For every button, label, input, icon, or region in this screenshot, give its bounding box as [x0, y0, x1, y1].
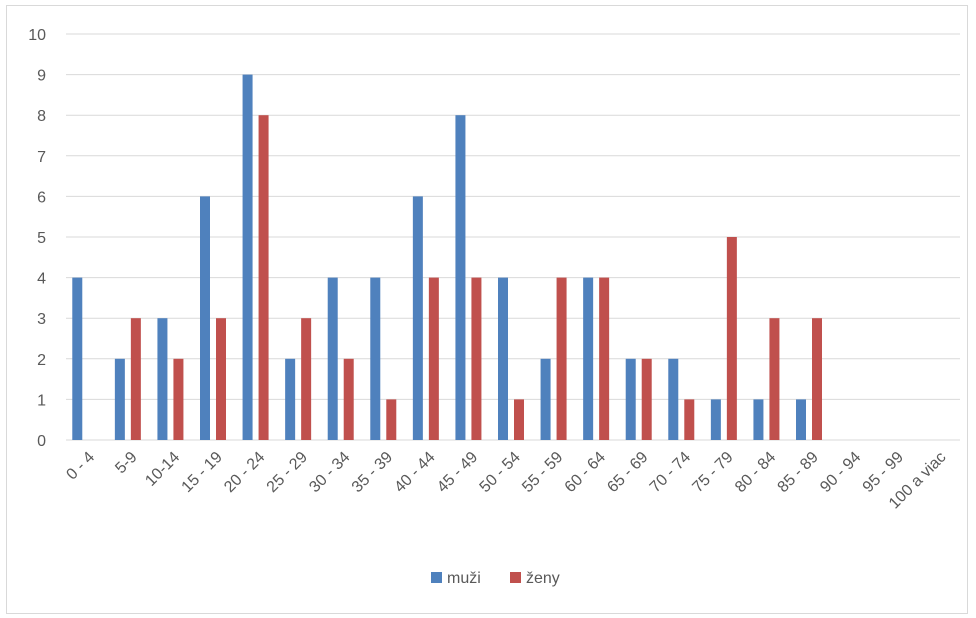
bar-zeny — [684, 399, 695, 440]
x-tick-label: 55 - 59 — [519, 449, 566, 496]
bar-zeny — [769, 318, 780, 440]
bar-zeny — [599, 277, 610, 440]
bar-zeny — [130, 318, 141, 440]
legend: muži ženy — [431, 570, 560, 587]
bar-zeny — [471, 277, 482, 440]
bar-muzi — [753, 399, 764, 440]
bar-zeny — [343, 358, 354, 440]
x-tick-label: 50 - 54 — [477, 449, 524, 496]
bar-muzi — [285, 358, 296, 440]
x-tick-label: 80 - 84 — [732, 449, 779, 496]
bar-zeny — [514, 399, 524, 440]
x-tick-label: 10-14 — [142, 449, 183, 490]
y-axis-ticks: 0 1 2 3 4 5 6 7 8 9 10 — [28, 27, 46, 450]
x-tick-label: 20 - 24 — [221, 449, 268, 496]
bar-muzi — [583, 277, 594, 440]
x-tick-label: 45 - 49 — [434, 449, 481, 496]
bar-muzi — [625, 358, 636, 440]
bar-zeny — [812, 318, 822, 440]
x-tick-label: 90 - 94 — [817, 449, 864, 496]
x-tick-label: 70 - 74 — [647, 449, 694, 496]
bar-muzi — [455, 115, 466, 440]
legend-label: ženy — [526, 570, 560, 587]
bar-zeny — [301, 318, 312, 440]
y-tick-label: 7 — [37, 149, 46, 166]
x-tick-label: 85 - 89 — [775, 449, 822, 496]
bar-muzi — [498, 277, 508, 440]
x-tick-label: 25 - 29 — [264, 449, 311, 496]
y-tick-label: 5 — [37, 230, 46, 247]
bar-muzi — [540, 358, 551, 440]
bar-muzi — [327, 277, 338, 440]
x-tick-label: 0 - 4 — [63, 449, 98, 484]
bar-muzi — [157, 318, 168, 440]
x-tick-label: 40 - 44 — [391, 449, 438, 496]
legend-swatch — [431, 572, 442, 583]
y-tick-label: 3 — [37, 311, 46, 328]
bar-muzi — [242, 74, 253, 440]
bar-zeny — [428, 277, 439, 440]
y-tick-label: 10 — [28, 27, 46, 44]
bar-muzi — [370, 277, 381, 440]
x-tick-label: 30 - 34 — [306, 449, 353, 496]
bar-muzi — [412, 196, 423, 440]
bar-zeny — [726, 237, 737, 440]
legend-swatch — [510, 572, 521, 583]
bar-muzi — [114, 358, 125, 440]
bar-muzi — [796, 399, 806, 440]
bar-zeny — [641, 358, 652, 440]
bar-muzi — [72, 277, 83, 440]
bar-zeny — [386, 399, 397, 440]
y-tick-label: 4 — [37, 271, 46, 288]
bar-zeny — [173, 358, 184, 440]
bar-zeny — [216, 318, 226, 440]
bar-zeny — [556, 277, 567, 440]
y-tick-label: 2 — [37, 352, 46, 369]
bar-muzi — [200, 196, 210, 440]
x-tick-label: 15 - 19 — [179, 449, 226, 496]
y-tick-label: 6 — [37, 189, 46, 206]
x-tick-label: 60 - 64 — [562, 449, 609, 496]
chart-area — [6, 5, 968, 614]
y-tick-label: 8 — [37, 108, 46, 125]
bars — [72, 74, 822, 440]
bar-zeny — [258, 115, 269, 440]
bar-muzi — [710, 399, 721, 440]
x-tick-label: 65 - 69 — [604, 449, 651, 496]
x-tick-label: 35 - 39 — [349, 449, 396, 496]
y-tick-label: 0 — [37, 433, 46, 450]
x-tick-label: 75 - 79 — [689, 449, 736, 496]
x-tick-label: 5-9 — [112, 449, 140, 477]
bar-muzi — [668, 358, 679, 440]
y-tick-label: 1 — [37, 392, 46, 409]
legend-label: muži — [447, 570, 481, 587]
y-tick-label: 9 — [37, 68, 46, 85]
gridlines — [66, 33, 960, 441]
